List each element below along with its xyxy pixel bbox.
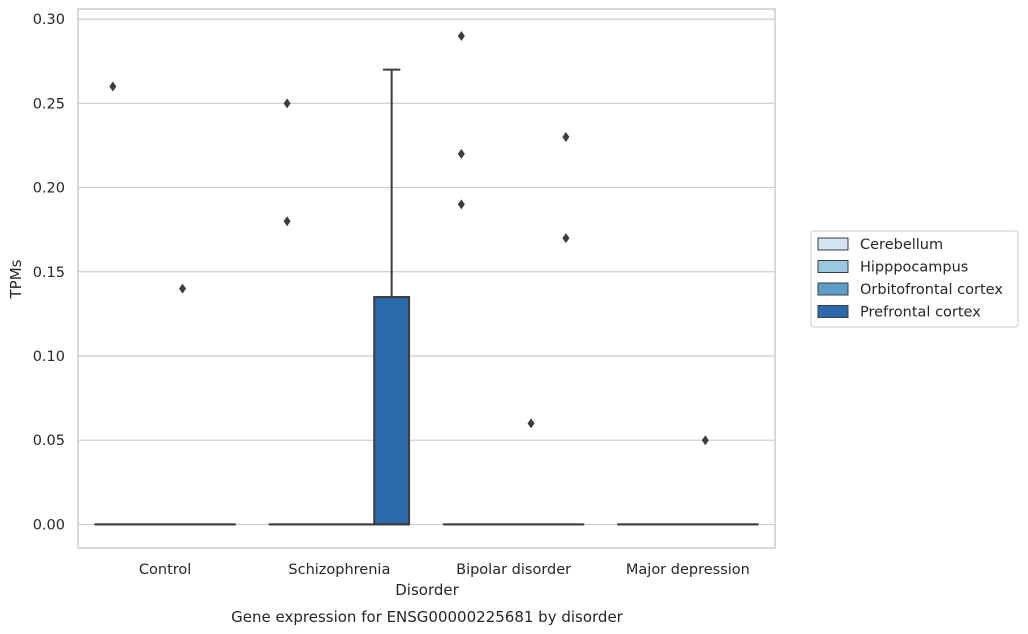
outlier-point xyxy=(562,233,570,244)
y-tick-label: 0.30 xyxy=(33,12,65,28)
x-tick-label: Bipolar disorder xyxy=(456,562,571,578)
outlier-point xyxy=(109,81,117,92)
legend-swatch xyxy=(817,260,849,273)
plot-frame xyxy=(77,8,776,549)
y-tick-label: 0.10 xyxy=(33,349,65,365)
y-tick-label: 0.20 xyxy=(33,181,65,197)
outlier-point xyxy=(283,98,291,109)
legend-label: Prefrontal cortex xyxy=(860,305,981,321)
legend-swatch xyxy=(817,237,849,251)
y-tick-label: 0.25 xyxy=(33,96,65,112)
box-marks xyxy=(94,68,759,526)
y-tick-label: 0.00 xyxy=(33,517,65,533)
x-tick-label: Major depression xyxy=(626,562,750,578)
chart-caption: Gene expression for ENSG00000225681 by d… xyxy=(231,608,624,626)
outlier-point xyxy=(457,199,465,210)
y-tick-label: 0.15 xyxy=(33,265,65,281)
legend-label: Orbitofrontal cortex xyxy=(860,282,1003,298)
y-axis-ticks: 0.00 0.05 0.10 0.15 0.20 0.25 0.30 xyxy=(33,12,65,533)
outlier-point xyxy=(701,435,709,446)
legend-swatch xyxy=(817,305,849,318)
legend-label: Hipppocampus xyxy=(860,260,968,276)
legend-label: Cerebellum xyxy=(860,237,943,253)
legend-frame xyxy=(810,230,1019,328)
outlier-point xyxy=(457,148,465,159)
outlier-point xyxy=(179,283,187,294)
x-tick-label: Schizophrenia xyxy=(288,562,390,578)
y-axis-label: TPMs xyxy=(7,259,25,299)
outlier-point xyxy=(562,132,570,143)
grid-lines xyxy=(78,18,775,526)
outlier-marks xyxy=(109,30,709,446)
outlier-point xyxy=(283,216,291,227)
x-axis-ticks: Control Schizophrenia Bipolar disorder Majo… xyxy=(139,562,750,578)
legend: Cerebellum Hipppocampus Orbitofrontal cort… xyxy=(810,230,1019,328)
outlier-point xyxy=(457,30,465,41)
x-tick-label: Control xyxy=(139,562,191,578)
x-axis-label: Disorder xyxy=(395,581,459,599)
outlier-point xyxy=(527,418,535,429)
legend-swatch xyxy=(817,282,849,296)
y-tick-label: 0.05 xyxy=(33,433,65,449)
box xyxy=(373,296,411,526)
